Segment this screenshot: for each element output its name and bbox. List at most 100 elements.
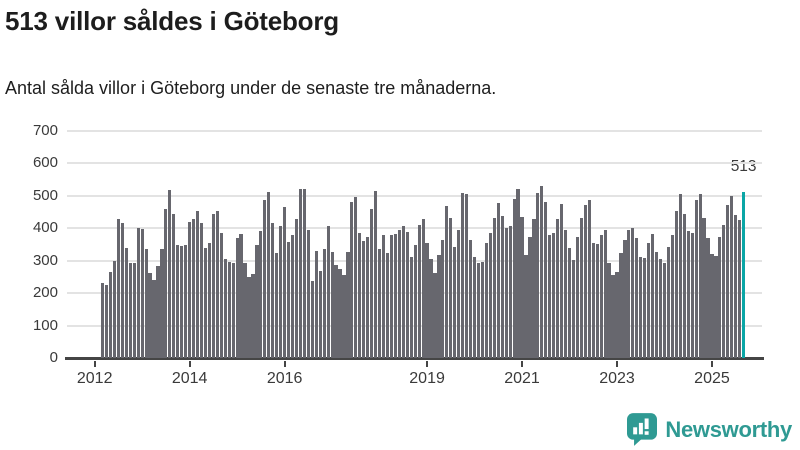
bar [599, 235, 603, 358]
bar [199, 223, 204, 358]
bar [575, 236, 580, 358]
bar [381, 235, 386, 358]
bar [706, 238, 710, 358]
bar [397, 229, 401, 358]
bar [734, 214, 738, 358]
bar [413, 245, 417, 358]
bar [334, 264, 338, 358]
bar [504, 228, 508, 358]
bar [227, 261, 231, 358]
bar [587, 200, 591, 358]
bar [488, 233, 492, 358]
bar [144, 249, 148, 358]
x-tick-label: 2019 [409, 370, 445, 387]
bar [298, 189, 303, 358]
bar [152, 280, 156, 358]
bar [496, 203, 500, 358]
newsworthy-branding[interactable]: Newsworthy [627, 413, 792, 446]
bar [108, 271, 113, 358]
bar [738, 219, 742, 358]
bar [722, 225, 726, 358]
gridline [67, 194, 762, 197]
bar [417, 225, 421, 358]
bar [449, 218, 453, 358]
bar [101, 283, 105, 358]
bar [512, 199, 516, 358]
bar [492, 218, 496, 358]
bar [132, 262, 136, 358]
bar [251, 274, 255, 358]
bar [500, 215, 504, 358]
bar [271, 223, 275, 358]
bar [235, 238, 239, 358]
bar [472, 257, 477, 358]
bar [702, 217, 706, 358]
bar [156, 265, 160, 358]
bar [465, 193, 469, 358]
bar [374, 190, 378, 358]
bar [718, 236, 722, 358]
bar-chart: 513 2012 2014 2016 2019 2021 2023 2025 [65, 130, 764, 387]
bar [623, 239, 627, 358]
bar [520, 216, 524, 358]
bar [192, 218, 196, 358]
x-tick [426, 361, 429, 367]
last-value-label: 513 [730, 157, 757, 175]
bar [263, 200, 267, 358]
bar [259, 230, 263, 358]
y-tick-label: 400 [32, 219, 58, 237]
bar [223, 259, 227, 358]
bar [294, 219, 299, 358]
x-tick-label: 2025 [694, 370, 730, 387]
bar [370, 209, 374, 358]
bar [405, 231, 409, 358]
bar [516, 189, 520, 358]
bar [350, 201, 354, 358]
bar [267, 191, 271, 358]
bar [215, 210, 219, 358]
bar [124, 248, 128, 358]
bar [453, 246, 457, 358]
bar [326, 226, 330, 358]
bar [243, 262, 247, 358]
bar [275, 252, 279, 358]
bar [567, 248, 572, 358]
bar [445, 205, 449, 358]
bar [591, 243, 595, 358]
x-tick [521, 361, 524, 367]
bar [104, 284, 109, 358]
bar [647, 243, 651, 358]
bar [176, 245, 180, 358]
bar [188, 221, 192, 358]
bar [401, 226, 405, 358]
bar [508, 226, 512, 358]
bar [714, 256, 718, 358]
gridline [67, 227, 762, 230]
bar [255, 245, 259, 358]
bar [421, 219, 425, 358]
bar [615, 271, 619, 358]
bar [548, 235, 552, 358]
bar [184, 244, 188, 358]
bar [556, 219, 560, 358]
bar [120, 223, 124, 358]
bar [283, 207, 287, 358]
x-tick [188, 361, 191, 367]
bar [338, 269, 342, 358]
plot-area: 513 2012 2014 2016 2019 2021 2023 2025 [65, 130, 764, 387]
bar [366, 236, 370, 358]
bar [619, 252, 623, 358]
bar [290, 235, 295, 358]
y-tick-label: 500 [32, 186, 58, 204]
bar [603, 229, 607, 358]
bar [433, 272, 437, 358]
bar [635, 238, 639, 358]
y-tick-label: 600 [32, 154, 58, 172]
y-tick-label: 200 [32, 284, 58, 302]
bar [425, 243, 429, 358]
bar [409, 257, 413, 358]
bar [651, 234, 655, 358]
bar [627, 229, 631, 358]
bar [279, 226, 283, 358]
bar [536, 192, 540, 358]
